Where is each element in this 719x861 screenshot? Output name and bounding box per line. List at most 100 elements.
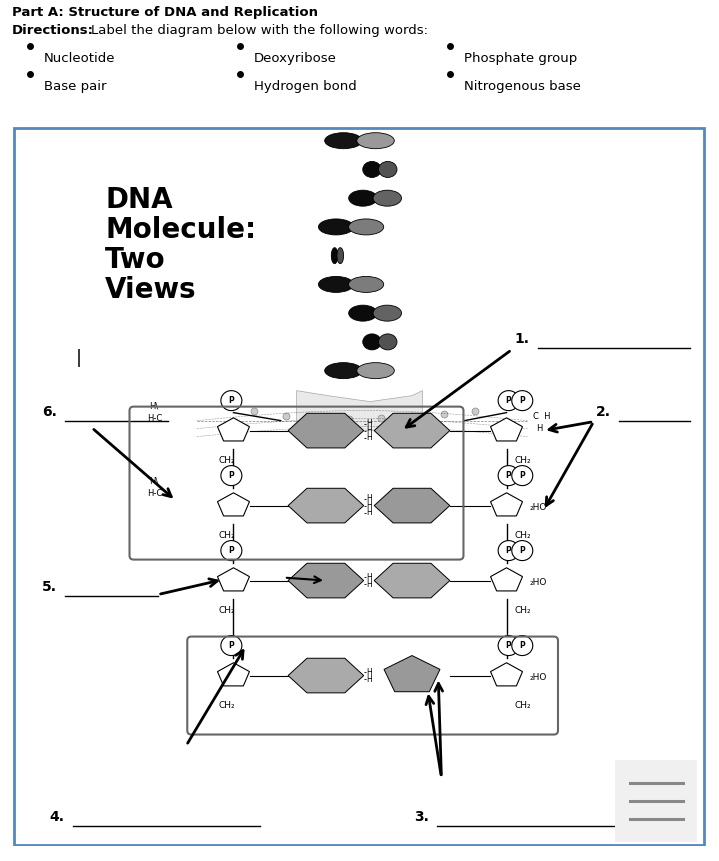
Text: H: H bbox=[366, 426, 372, 435]
Text: CH₂: CH₂ bbox=[515, 605, 531, 615]
Polygon shape bbox=[218, 492, 249, 516]
Circle shape bbox=[221, 391, 242, 411]
Text: Deoxyribose: Deoxyribose bbox=[254, 52, 337, 65]
Text: 5.: 5. bbox=[42, 579, 58, 593]
Ellipse shape bbox=[331, 248, 338, 263]
Ellipse shape bbox=[349, 276, 384, 293]
Text: CH₂: CH₂ bbox=[219, 701, 235, 709]
Ellipse shape bbox=[357, 362, 394, 379]
Polygon shape bbox=[288, 563, 364, 598]
Text: 3.: 3. bbox=[414, 809, 429, 823]
Ellipse shape bbox=[337, 248, 344, 263]
Text: Hydrogen bond: Hydrogen bond bbox=[254, 80, 357, 93]
Text: H-C: H-C bbox=[147, 413, 162, 423]
Text: 4.: 4. bbox=[50, 809, 65, 823]
Circle shape bbox=[498, 391, 519, 411]
Polygon shape bbox=[374, 488, 450, 523]
Text: P: P bbox=[229, 396, 234, 406]
Text: CH₂: CH₂ bbox=[515, 455, 531, 465]
Text: 1.: 1. bbox=[515, 331, 530, 345]
Text: |: | bbox=[76, 349, 82, 367]
Text: P: P bbox=[229, 641, 234, 650]
Text: P: P bbox=[505, 546, 511, 555]
Circle shape bbox=[498, 466, 519, 486]
Text: C  H: C H bbox=[533, 412, 550, 421]
Polygon shape bbox=[490, 418, 523, 441]
Text: P: P bbox=[505, 471, 511, 480]
Text: P: P bbox=[519, 396, 525, 406]
Circle shape bbox=[498, 635, 519, 655]
Text: H: H bbox=[366, 501, 372, 510]
Polygon shape bbox=[374, 413, 450, 448]
Ellipse shape bbox=[379, 334, 397, 350]
Text: Part A: Structure of DNA and Replication: Part A: Structure of DNA and Replication bbox=[12, 6, 318, 19]
Polygon shape bbox=[490, 567, 523, 591]
Text: P: P bbox=[229, 546, 234, 555]
Text: H: H bbox=[366, 579, 372, 589]
Text: P: P bbox=[519, 471, 525, 480]
Ellipse shape bbox=[363, 162, 381, 177]
Circle shape bbox=[221, 635, 242, 655]
Polygon shape bbox=[288, 413, 364, 448]
Text: Nucleotide: Nucleotide bbox=[44, 52, 116, 65]
Text: H: H bbox=[366, 419, 372, 428]
Text: ₂HO: ₂HO bbox=[530, 578, 547, 587]
Polygon shape bbox=[490, 492, 523, 516]
Polygon shape bbox=[490, 663, 523, 686]
Polygon shape bbox=[218, 567, 249, 591]
Text: CH₂: CH₂ bbox=[219, 455, 235, 465]
Text: H-C: H-C bbox=[147, 488, 162, 498]
Ellipse shape bbox=[363, 334, 381, 350]
Text: P: P bbox=[229, 471, 234, 480]
Polygon shape bbox=[288, 488, 364, 523]
Polygon shape bbox=[288, 659, 364, 693]
Text: Phosphate group: Phosphate group bbox=[464, 52, 577, 65]
Circle shape bbox=[221, 541, 242, 561]
Circle shape bbox=[498, 541, 519, 561]
Ellipse shape bbox=[349, 305, 377, 321]
Text: P: P bbox=[505, 641, 511, 650]
Polygon shape bbox=[374, 563, 450, 598]
Text: H: H bbox=[366, 433, 372, 442]
Text: H: H bbox=[536, 424, 542, 432]
Text: 6.: 6. bbox=[42, 405, 58, 418]
FancyBboxPatch shape bbox=[613, 758, 700, 845]
Text: Nitrogenous base: Nitrogenous base bbox=[464, 80, 581, 93]
Text: ₂HO: ₂HO bbox=[530, 503, 547, 512]
Circle shape bbox=[512, 391, 533, 411]
Circle shape bbox=[512, 541, 533, 561]
Text: P: P bbox=[519, 641, 525, 650]
Polygon shape bbox=[296, 391, 423, 430]
Text: H: H bbox=[366, 494, 372, 503]
Text: H: H bbox=[366, 667, 372, 677]
Text: CH₂: CH₂ bbox=[219, 605, 235, 615]
Text: H: H bbox=[366, 508, 372, 517]
Text: CH₂: CH₂ bbox=[515, 701, 531, 709]
Polygon shape bbox=[384, 655, 440, 691]
Text: Base pair: Base pair bbox=[44, 80, 106, 93]
Text: 2.: 2. bbox=[596, 405, 610, 418]
Ellipse shape bbox=[357, 133, 394, 149]
Ellipse shape bbox=[319, 276, 354, 293]
Polygon shape bbox=[218, 418, 249, 441]
Text: ₂HO: ₂HO bbox=[530, 673, 547, 682]
Text: Label the diagram below with the following words:: Label the diagram below with the followi… bbox=[91, 24, 428, 37]
Text: CH₂: CH₂ bbox=[515, 530, 531, 540]
Ellipse shape bbox=[379, 162, 397, 177]
Text: H\: H\ bbox=[150, 401, 159, 411]
Text: Directions:: Directions: bbox=[12, 24, 94, 37]
Circle shape bbox=[512, 635, 533, 655]
Ellipse shape bbox=[373, 190, 401, 206]
Polygon shape bbox=[218, 663, 249, 686]
Ellipse shape bbox=[325, 133, 362, 149]
Circle shape bbox=[512, 466, 533, 486]
Ellipse shape bbox=[325, 362, 362, 379]
Text: P: P bbox=[519, 546, 525, 555]
FancyBboxPatch shape bbox=[14, 127, 704, 845]
Ellipse shape bbox=[349, 219, 384, 235]
Ellipse shape bbox=[349, 190, 377, 206]
Text: H\: H\ bbox=[150, 477, 159, 486]
Circle shape bbox=[221, 466, 242, 486]
Text: H: H bbox=[366, 674, 372, 684]
Text: DNA
Molecule:
Two
Views: DNA Molecule: Two Views bbox=[106, 186, 257, 304]
